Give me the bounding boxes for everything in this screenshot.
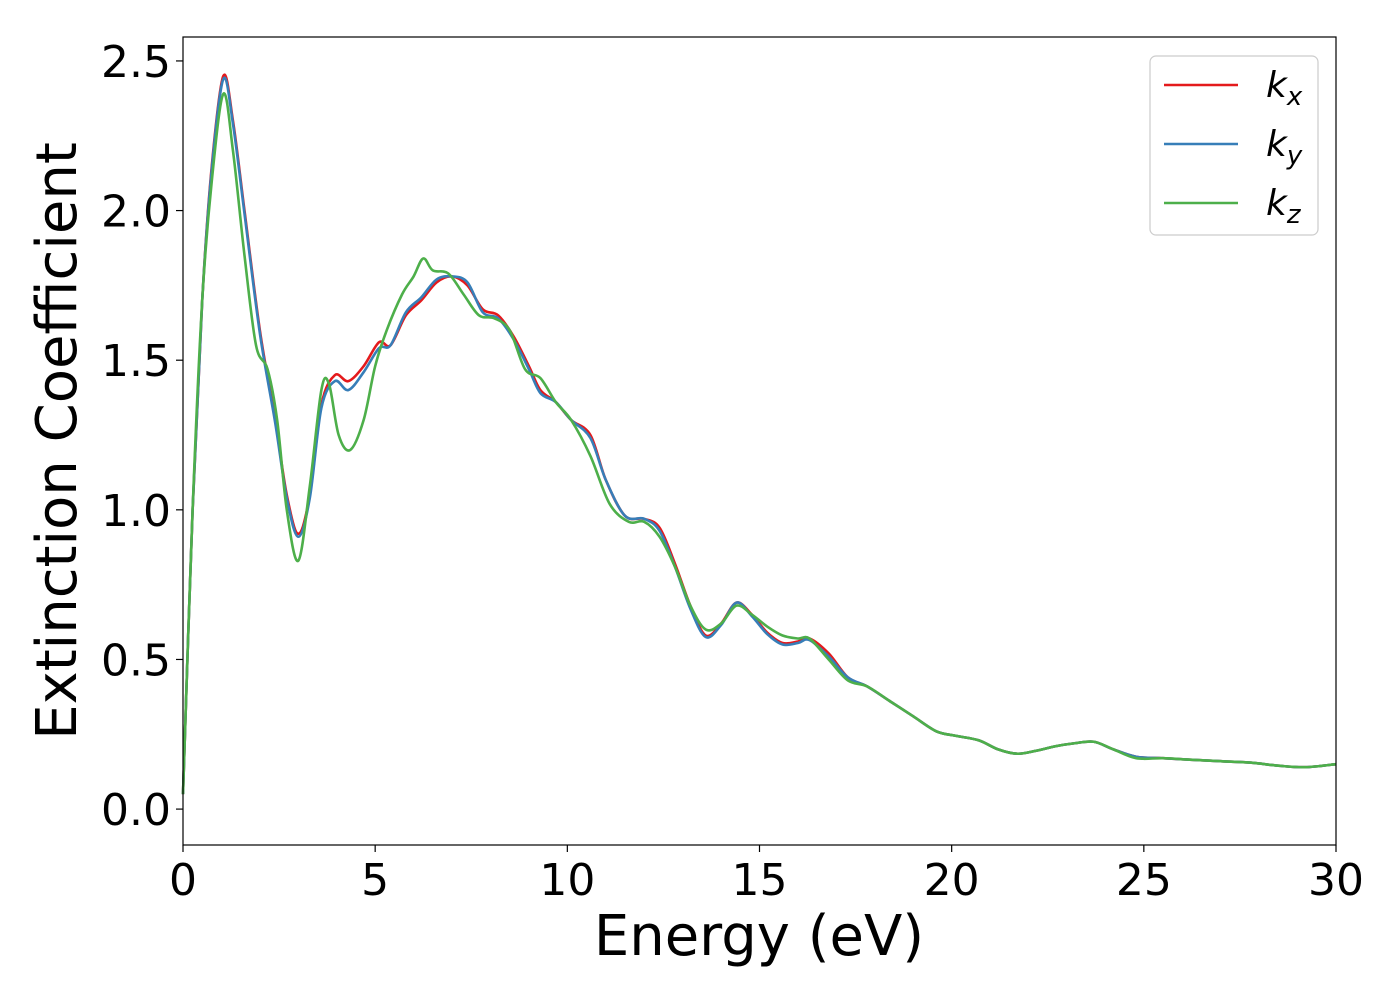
series-line-z: [181, 92, 1337, 795]
y-tick-label: 2.0: [101, 187, 171, 238]
series-lines: [181, 73, 1337, 795]
x-tick-label: 25: [1116, 855, 1172, 906]
y-axis: 0.0 0.5 1.0 1.5 2.0 2.5: [101, 37, 183, 836]
x-axis-label: Energy (eV): [594, 904, 924, 969]
legend-label-x: kx: [1266, 65, 1303, 112]
legend: kx ky kz: [1149, 55, 1319, 236]
y-tick-label: 2.5: [101, 37, 171, 88]
x-axis: 0 5 10 15 20 25 30: [169, 845, 1364, 906]
y-axis-label: Extinction Coefficient: [25, 142, 90, 740]
x-tick-label: 10: [539, 855, 595, 906]
y-tick-label: 1.0: [101, 486, 171, 537]
y-tick-label: 0.0: [101, 785, 171, 836]
x-tick-label: 15: [732, 855, 788, 906]
x-tick-label: 30: [1308, 855, 1364, 906]
legend-label-z: kz: [1266, 183, 1302, 230]
x-tick-label: 0: [169, 855, 197, 906]
x-tick-label: 5: [361, 855, 389, 906]
y-tick-label: 0.5: [101, 635, 171, 686]
legend-box: [1149, 55, 1319, 236]
legend-label-y: ky: [1266, 124, 1303, 171]
x-tick-label: 20: [924, 855, 980, 906]
y-tick-label: 1.5: [101, 336, 171, 387]
